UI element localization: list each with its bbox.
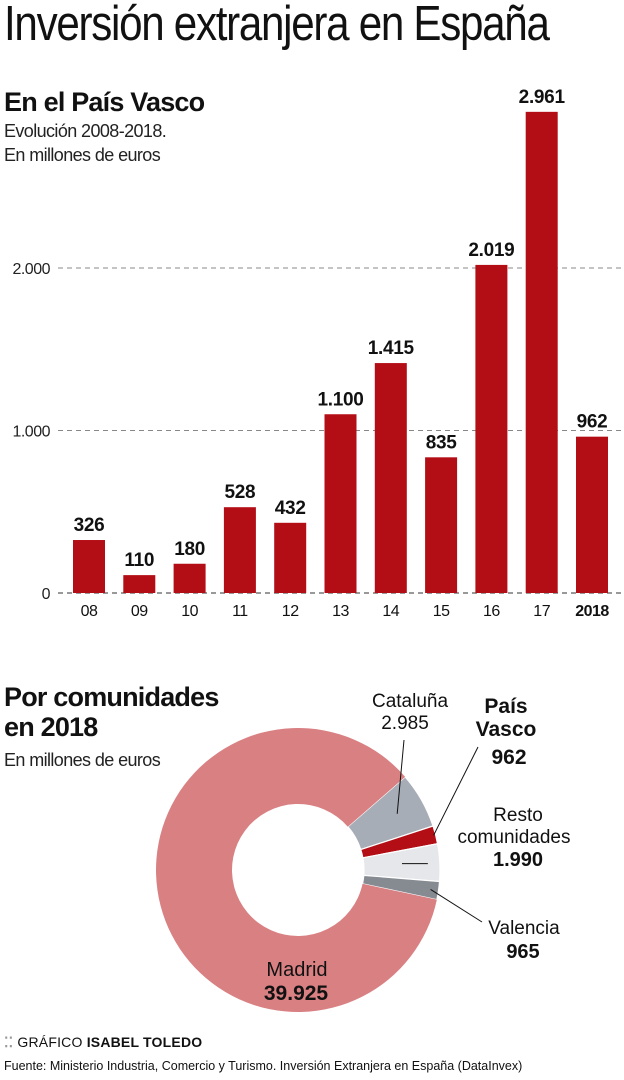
x-tick-label: 17 bbox=[533, 603, 550, 620]
bar-value-label: 1.100 bbox=[317, 389, 363, 410]
bar-chart: 0 1.000 2.000 326 08 110 09 180 10 528 11 432 12 1.1… bbox=[12, 87, 624, 620]
bar-17 bbox=[525, 111, 558, 594]
bar-value-label: 835 bbox=[426, 432, 458, 453]
label-resto-value: 1.990 bbox=[493, 849, 543, 871]
x-tick-label: 12 bbox=[282, 603, 299, 620]
donut-chart-title-2: en 2018 bbox=[4, 712, 98, 742]
label-valencia-value: 965 bbox=[506, 941, 539, 963]
bar-12 bbox=[274, 522, 307, 593]
credit-name: ISABEL TOLEDO bbox=[86, 1034, 203, 1050]
bar-value-label: 2.961 bbox=[519, 87, 566, 108]
y-tick-label: 0 bbox=[42, 586, 51, 603]
label-resto-name-2: comunidades bbox=[457, 827, 570, 848]
bar-2018 bbox=[576, 436, 608, 593]
label-pais-vasco-name-1: País bbox=[484, 695, 527, 718]
x-tick-label: 14 bbox=[382, 603, 399, 620]
bar-value-label: 180 bbox=[174, 539, 205, 560]
credit-prefix: GRÁFICO bbox=[17, 1034, 83, 1050]
bar-15 bbox=[425, 457, 458, 593]
label-valencia-name: Valencia bbox=[488, 918, 560, 939]
bar-chart-subtitle-1: Evolución 2008-2018. bbox=[4, 121, 167, 141]
credit-line: ⁚⁚ GRÁFICO ISABEL TOLEDO bbox=[4, 1034, 202, 1051]
bar-chart-title: En el País Vasco bbox=[4, 87, 205, 117]
label-cataluna-name: Cataluña bbox=[372, 691, 448, 712]
source-note: Fuente: Ministerio Industria, Comercio y… bbox=[4, 1059, 523, 1073]
bar-value-label: 326 bbox=[74, 515, 105, 536]
bar-chart-subtitle-2: En millones de euros bbox=[4, 145, 161, 165]
slice-madrid bbox=[156, 728, 437, 1012]
x-tick-label: 13 bbox=[332, 603, 349, 620]
y-tick-label: 2.000 bbox=[12, 261, 50, 278]
bar-13 bbox=[324, 414, 357, 593]
bar-value-label: 432 bbox=[275, 498, 306, 519]
leader-line bbox=[396, 739, 405, 814]
dots-icon: ⁚⁚ bbox=[4, 1034, 14, 1050]
label-pais-vasco-name-2: Vasco bbox=[476, 718, 537, 741]
donut-chart-subtitle: En millones de euros bbox=[4, 750, 161, 770]
x-tick-label: 11 bbox=[232, 603, 248, 620]
bar-value-label: 1.415 bbox=[368, 338, 415, 359]
bar-11 bbox=[223, 507, 256, 593]
bar-09 bbox=[123, 575, 156, 593]
donut-chart-title-1: Por comunidades bbox=[4, 682, 219, 712]
label-madrid-value: 39.925 bbox=[264, 982, 329, 1005]
x-tick-label: 09 bbox=[131, 603, 148, 620]
label-cataluna-value: 2.985 bbox=[381, 713, 429, 734]
bar-value-label: 110 bbox=[124, 550, 154, 571]
bar-value-label: 962 bbox=[577, 412, 608, 433]
bar-value-label: 528 bbox=[224, 482, 255, 503]
bar-14 bbox=[374, 363, 407, 593]
label-resto-name-1: Resto bbox=[493, 805, 543, 826]
main-title: Inversión extranjera en España bbox=[4, 0, 550, 51]
bar-value-label: 2.019 bbox=[468, 240, 514, 261]
x-tick-label: 16 bbox=[483, 603, 500, 620]
x-tick-label: 15 bbox=[433, 603, 450, 620]
bar-10 bbox=[173, 563, 206, 593]
x-tick-label: 10 bbox=[181, 603, 198, 620]
bar-16 bbox=[475, 264, 508, 593]
y-tick-label: 1.000 bbox=[12, 424, 50, 441]
x-tick-label: 2018 bbox=[575, 603, 609, 620]
leader-line bbox=[433, 746, 479, 836]
x-tick-label: 08 bbox=[81, 603, 98, 620]
label-madrid-name: Madrid bbox=[266, 959, 327, 981]
leader-line bbox=[430, 889, 483, 923]
label-pais-vasco-value: 962 bbox=[491, 746, 526, 769]
bar-08 bbox=[73, 540, 105, 593]
